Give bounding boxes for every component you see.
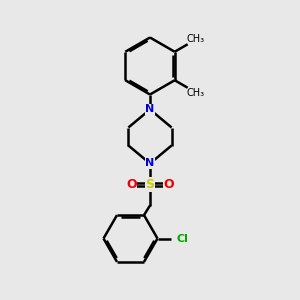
Text: O: O: [163, 178, 174, 191]
Text: CH₃: CH₃: [187, 34, 205, 44]
Text: CH₃: CH₃: [187, 88, 205, 98]
Text: Cl: Cl: [176, 233, 188, 244]
Text: N: N: [146, 158, 154, 169]
Text: S: S: [146, 178, 154, 191]
Text: O: O: [126, 178, 137, 191]
Text: N: N: [146, 104, 154, 115]
